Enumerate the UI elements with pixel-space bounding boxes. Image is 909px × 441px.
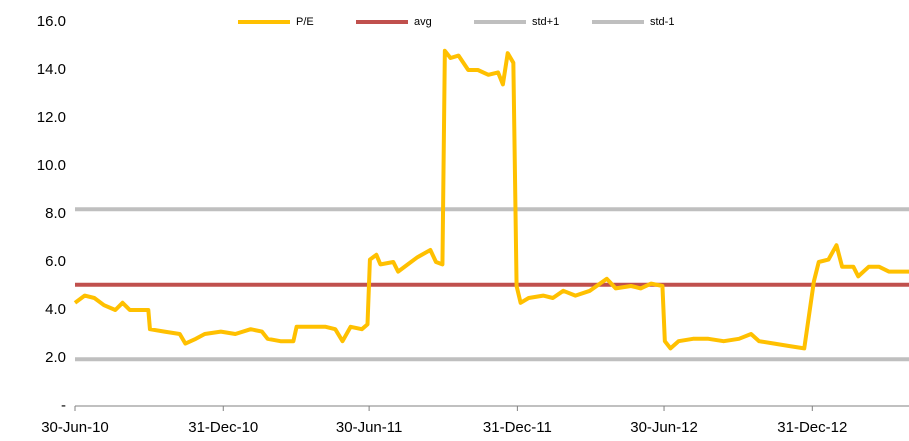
x-tick-label: 30-Jun-12 [630, 419, 698, 436]
y-tick-label: 6.0 [45, 253, 66, 270]
legend-label: std-1 [650, 16, 674, 28]
legend-label: avg [414, 16, 432, 28]
y-tick-label: 12.0 [37, 109, 66, 126]
y-tick-label: 8.0 [45, 205, 66, 222]
y-tick-label: - [61, 397, 66, 414]
x-tick-label: 31-Dec-11 [483, 419, 552, 436]
y-tick-label: 4.0 [45, 301, 66, 318]
x-tick-label: 31-Dec-12 [777, 419, 847, 436]
legend-label: std+1 [532, 16, 559, 28]
legend-label: P/E [296, 16, 314, 28]
y-tick-label: 10.0 [37, 157, 66, 174]
y-tick-label: 14.0 [37, 61, 66, 78]
x-tick-label: 30-Jun-11 [336, 419, 402, 436]
y-tick-label: 2.0 [45, 349, 66, 366]
x-tick-label: 30-Jun-10 [41, 419, 109, 436]
x-tick-label: 31-Dec-10 [188, 419, 258, 436]
y-tick-label: 16.0 [37, 13, 66, 30]
line-series [73, 48, 909, 351]
